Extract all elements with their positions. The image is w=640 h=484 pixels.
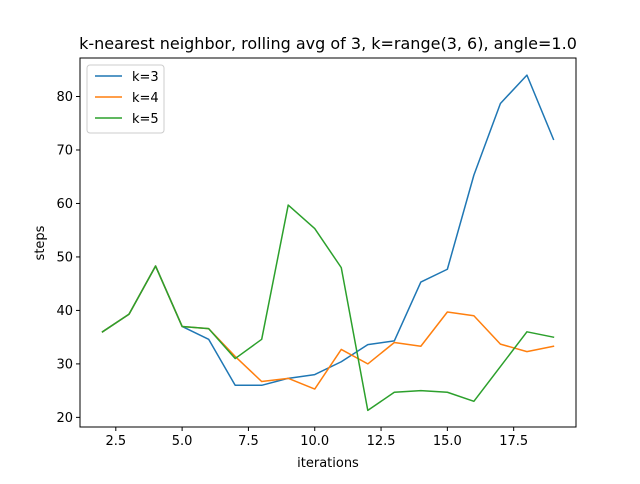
y-axis-ticks: 20 30 40 50 60 70 80 xyxy=(56,90,80,426)
legend: k=3 k=4 k=5 xyxy=(86,64,165,134)
legend-label-3: k=5 xyxy=(132,112,159,127)
x-tick-label: 10.0 xyxy=(300,434,329,449)
x-tick-label: 5.0 xyxy=(172,434,193,449)
y-axis-label: steps xyxy=(33,225,48,260)
chart-title: k-nearest neighbor, rolling avg of 3, k=… xyxy=(79,34,577,53)
legend-label-1: k=3 xyxy=(132,70,159,85)
y-tick-label: 20 xyxy=(56,411,73,426)
x-tick-label: 7.5 xyxy=(238,434,259,449)
x-axis-label: iterations xyxy=(297,456,359,471)
y-tick-label: 40 xyxy=(56,304,73,319)
y-tick-label: 50 xyxy=(56,250,73,265)
y-tick-label: 70 xyxy=(56,143,73,158)
x-tick-label: 12.5 xyxy=(367,434,396,449)
x-tick-label: 15.0 xyxy=(433,434,462,449)
x-tick-label: 2.5 xyxy=(105,434,126,449)
x-axis-ticks: 2.5 5.0 7.5 10.0 12.5 15.0 17.5 xyxy=(105,427,528,449)
series-line-3 xyxy=(101,204,555,412)
y-tick-label: 80 xyxy=(56,90,73,105)
x-tick-label: 17.5 xyxy=(499,434,528,449)
y-tick-label: 30 xyxy=(56,357,73,372)
y-tick-label: 60 xyxy=(56,197,73,212)
legend-label-2: k=4 xyxy=(132,91,159,106)
series-layer xyxy=(101,74,555,412)
plot-frame xyxy=(79,57,577,428)
legend-box xyxy=(86,64,165,134)
